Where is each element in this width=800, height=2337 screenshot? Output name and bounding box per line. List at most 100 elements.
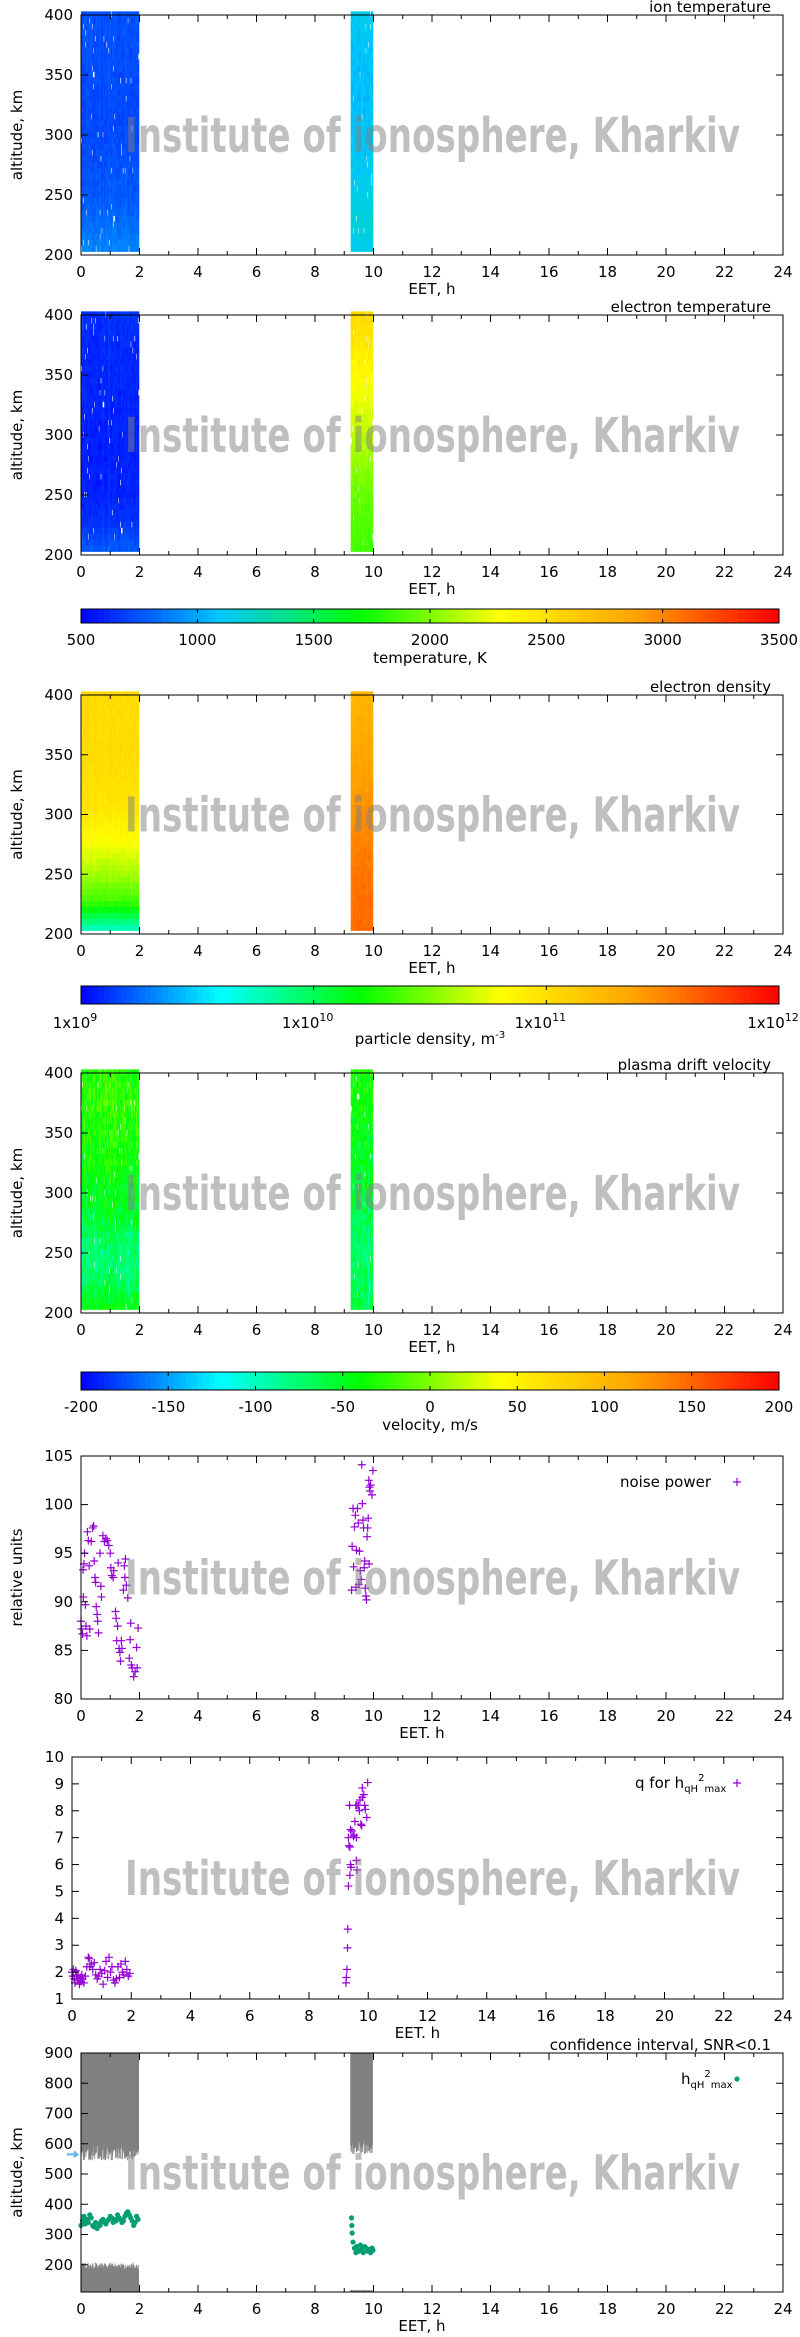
heatmap-cell bbox=[87, 29, 90, 36]
heatmap-cell bbox=[369, 41, 371, 48]
heatmap-cell bbox=[133, 197, 135, 204]
heatmap-cell bbox=[84, 113, 87, 120]
heatmap-cell bbox=[117, 461, 120, 468]
heatmap-cell bbox=[99, 365, 101, 372]
heatmap-cell bbox=[370, 173, 372, 180]
heatmap-cell bbox=[350, 95, 353, 102]
heatmap-cell bbox=[119, 65, 121, 72]
heatmap-cell bbox=[83, 449, 86, 456]
heatmap-cell bbox=[370, 227, 372, 234]
heatmap-cell bbox=[126, 101, 128, 108]
heatmap-cell bbox=[104, 329, 106, 336]
heatmap-cell bbox=[91, 233, 93, 240]
heatmap-cell bbox=[112, 365, 115, 372]
heatmap-cell bbox=[125, 179, 127, 186]
heatmap-cell bbox=[356, 131, 358, 138]
heatmap-cell bbox=[96, 419, 98, 426]
heatmap-cell bbox=[118, 65, 120, 72]
heatmap-cell bbox=[97, 329, 99, 336]
heatmap-cell bbox=[120, 371, 122, 378]
heatmap-cell bbox=[353, 125, 355, 132]
heatmap-cell bbox=[110, 161, 113, 168]
heatmap-cell bbox=[90, 125, 93, 132]
heatmap-cell bbox=[360, 59, 362, 66]
heatmap-cell bbox=[117, 509, 120, 516]
heatmap-cell bbox=[83, 83, 86, 90]
heatmap-cell bbox=[119, 401, 121, 408]
heatmap-cell bbox=[119, 359, 121, 366]
heatmap-cell bbox=[112, 503, 115, 510]
heatmap-cell bbox=[371, 77, 374, 84]
heatmap-cell bbox=[82, 53, 85, 60]
heatmap-cell bbox=[130, 65, 132, 72]
heatmap-cell bbox=[122, 143, 124, 150]
heatmap-cell bbox=[84, 389, 87, 396]
heatmap-cell bbox=[112, 155, 115, 162]
heatmap-cell bbox=[121, 359, 123, 366]
heatmap-cell bbox=[121, 383, 123, 390]
heatmap-cell bbox=[89, 455, 92, 462]
y-tick-label: 200 bbox=[44, 246, 73, 264]
heatmap-cell bbox=[369, 137, 371, 144]
heatmap-cell bbox=[109, 329, 111, 336]
heatmap-cell bbox=[87, 83, 90, 90]
heatmap-cell bbox=[83, 347, 86, 354]
heatmap-cell bbox=[360, 155, 362, 162]
heatmap-cell bbox=[369, 35, 371, 42]
heatmap-cell bbox=[98, 53, 100, 60]
heatmap-cell bbox=[365, 149, 367, 156]
heatmap-cell bbox=[86, 239, 89, 246]
heatmap-cell bbox=[352, 203, 354, 210]
heatmap-cell bbox=[94, 89, 96, 96]
heatmap-cell bbox=[110, 395, 113, 402]
heatmap-cell bbox=[358, 173, 360, 180]
heatmap-cell bbox=[94, 503, 96, 510]
heatmap-cell bbox=[112, 521, 115, 528]
heatmap-cell bbox=[83, 239, 86, 246]
heatmap-cell bbox=[82, 107, 84, 114]
heatmap-cell bbox=[95, 509, 97, 516]
heatmap-cell bbox=[98, 485, 100, 492]
heatmap-cell bbox=[104, 71, 106, 78]
heatmap-cell bbox=[111, 203, 114, 210]
heatmap-cell bbox=[96, 221, 98, 228]
heatmap-cell bbox=[127, 233, 129, 240]
heatmap-cell bbox=[84, 479, 87, 486]
heatmap-cell bbox=[116, 431, 119, 438]
heatmap-cell bbox=[129, 41, 131, 48]
heatmap-cell bbox=[83, 125, 86, 132]
heatmap-cell bbox=[110, 221, 113, 228]
heatmap-cell bbox=[119, 161, 121, 168]
heatmap-cell bbox=[104, 503, 106, 510]
heatmap-cell bbox=[90, 371, 93, 378]
x-tick-label: 14 bbox=[481, 263, 500, 281]
heatmap-cell bbox=[94, 407, 96, 414]
heatmap-cell bbox=[371, 59, 374, 66]
heatmap-cell bbox=[365, 215, 367, 222]
heatmap-cell bbox=[355, 77, 357, 84]
heatmap-cell bbox=[361, 23, 363, 30]
heatmap-cell bbox=[82, 239, 84, 246]
heatmap-cell bbox=[108, 107, 110, 114]
heatmap-cell bbox=[96, 185, 98, 192]
heatmap-cell bbox=[134, 155, 136, 162]
heatmap-cell bbox=[365, 59, 367, 66]
heatmap-cell bbox=[107, 233, 109, 240]
heatmap-cell bbox=[81, 353, 83, 360]
heatmap-cell bbox=[105, 419, 107, 426]
heatmap-cell bbox=[115, 77, 118, 84]
heatmap-cell bbox=[85, 377, 88, 384]
heatmap-cell bbox=[107, 107, 109, 114]
heatmap-cell bbox=[109, 419, 111, 426]
heatmap-cell bbox=[353, 23, 355, 30]
heatmap-cell bbox=[100, 239, 102, 246]
heatmap-cell bbox=[136, 215, 138, 222]
heatmap-cell bbox=[111, 227, 114, 234]
heatmap-cell bbox=[105, 407, 107, 414]
heatmap-cell bbox=[116, 527, 119, 534]
heatmap-cell bbox=[100, 497, 102, 504]
heatmap-cell bbox=[103, 131, 105, 138]
heatmap-cell bbox=[113, 527, 116, 534]
heatmap-cell bbox=[124, 77, 126, 84]
heatmap-cell bbox=[114, 539, 117, 546]
